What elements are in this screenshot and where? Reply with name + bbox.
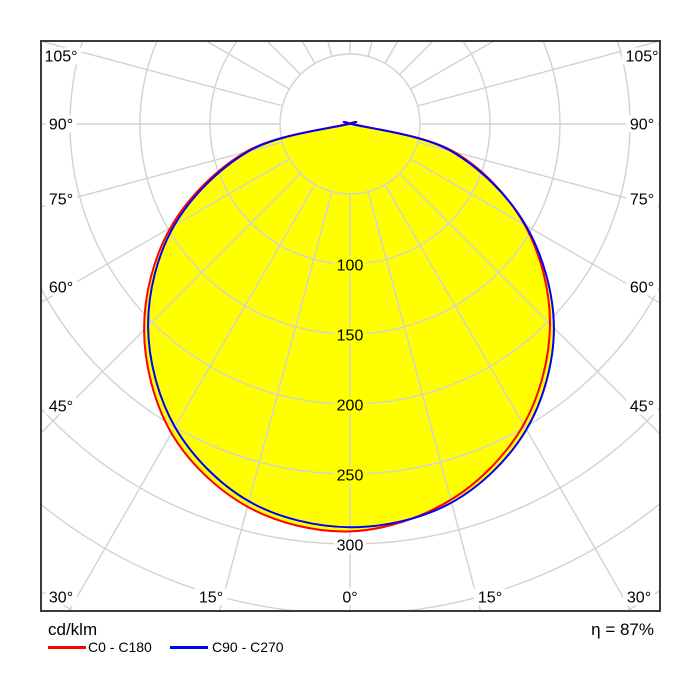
angle-label-left: 75° bbox=[49, 192, 73, 209]
grid-radial-line bbox=[40, 173, 301, 435]
angle-label-left-bg bbox=[45, 115, 77, 133]
grid-radial-line bbox=[367, 40, 374, 57]
grid-radial-line bbox=[367, 191, 482, 612]
curve-c90-c270 bbox=[147, 121, 555, 529]
legend-label-c90-c270: C90 - C270 bbox=[212, 639, 284, 655]
angle-label-bottom-bg bbox=[45, 588, 77, 606]
angle-label-bottom: 30° bbox=[627, 590, 651, 607]
grid-radial-line bbox=[399, 173, 661, 436]
angle-label-right-bg bbox=[626, 397, 658, 415]
plot-border bbox=[40, 40, 661, 612]
angle-label-left-bg bbox=[45, 278, 77, 296]
angle-label-left-bg bbox=[45, 397, 77, 415]
angle-label-left: 45° bbox=[49, 399, 73, 416]
legend-label-c0-c180: C0 - C180 bbox=[88, 639, 152, 655]
legend-line-c0-c180 bbox=[48, 646, 86, 649]
angle-label-right: 75° bbox=[630, 192, 654, 209]
grid-radial-line bbox=[326, 40, 333, 57]
unit-label: cd/klm bbox=[48, 620, 98, 639]
ring-value-label-bg bbox=[334, 466, 366, 484]
ring-value-label: 150 bbox=[337, 328, 364, 345]
grid-radial-line bbox=[417, 141, 661, 209]
legend-line-c90-c270 bbox=[170, 646, 208, 649]
angle-label-bottom-bg bbox=[195, 588, 227, 606]
angle-label-left-bg bbox=[40, 47, 82, 65]
angle-label-right-bg bbox=[621, 47, 661, 65]
angle-label-bottom: 15° bbox=[478, 590, 502, 607]
grid-radial-line bbox=[417, 40, 661, 107]
grid-radial-line bbox=[218, 191, 333, 612]
angle-label-right-bg bbox=[626, 278, 658, 296]
angle-label-bottom: 30° bbox=[49, 590, 73, 607]
grid-radial-line bbox=[40, 141, 283, 208]
ring-value-label-bg bbox=[334, 326, 366, 344]
angle-label-bottom: 15° bbox=[199, 590, 223, 607]
ring-value-label: 200 bbox=[337, 398, 364, 415]
angle-label-right: 90° bbox=[630, 117, 654, 134]
efficiency-label: η = 87% bbox=[591, 620, 654, 639]
distribution-fill-1 bbox=[148, 122, 554, 528]
grid-radial-line bbox=[410, 40, 497, 90]
angle-label-bottom-bg bbox=[474, 588, 506, 606]
angle-label-left: 60° bbox=[49, 280, 73, 297]
ring-value-label: 300 bbox=[337, 538, 364, 555]
angle-label-right-bg bbox=[626, 190, 658, 208]
grid-radial-line bbox=[410, 158, 661, 305]
angle-label-right: 60° bbox=[630, 280, 654, 297]
angle-label-bottom-bg bbox=[623, 588, 655, 606]
angle-label-left: 90° bbox=[49, 117, 73, 134]
ring-value-label-bg bbox=[334, 536, 366, 554]
grid-radial-line bbox=[40, 40, 283, 107]
grid-radial-line bbox=[40, 158, 290, 304]
angle-label-right: 45° bbox=[630, 399, 654, 416]
angle-label-bottom: 0° bbox=[342, 590, 357, 607]
angle-label-left: 105° bbox=[44, 49, 77, 66]
ring-value-label: 250 bbox=[337, 468, 364, 485]
ring-value-label-bg bbox=[334, 256, 366, 274]
angle-label-bottom-bg bbox=[338, 588, 362, 606]
angle-label-right-bg bbox=[626, 115, 658, 133]
ring-value-label: 100 bbox=[337, 258, 364, 275]
grid-radial-line bbox=[203, 40, 290, 90]
ring-value-label-bg bbox=[334, 396, 366, 414]
angle-label-left-bg bbox=[45, 190, 77, 208]
angle-label-right: 105° bbox=[625, 49, 658, 66]
